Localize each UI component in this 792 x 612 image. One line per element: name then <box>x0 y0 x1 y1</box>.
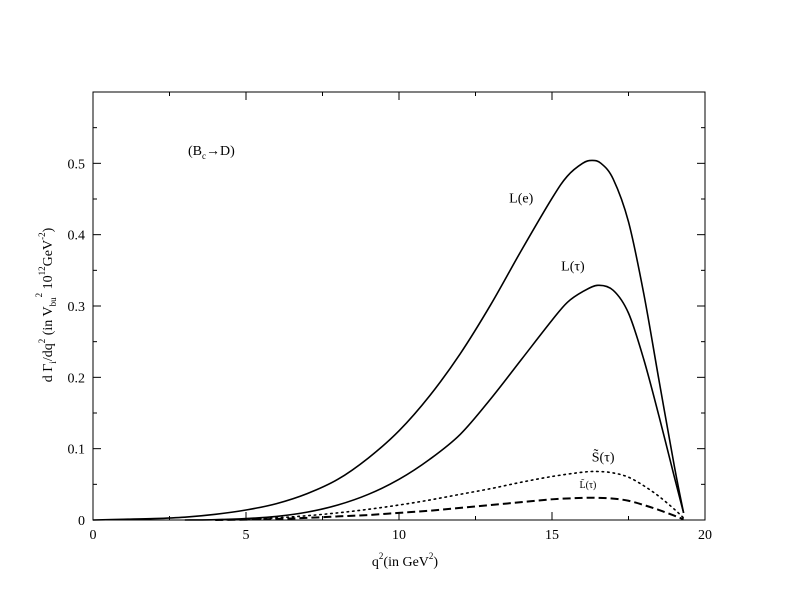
y-axis-title-p5: GeV <box>41 240 56 266</box>
y-axis-title-sup1: 2 <box>37 339 47 344</box>
series-label-1: L(τ) <box>561 259 585 274</box>
x-axis-title: q2(in GeV2) <box>372 551 439 570</box>
series-line-0 <box>92 159 685 521</box>
y-tick-label: 0.4 <box>68 229 86 244</box>
y-axis-title-p3: (in V <box>41 306 56 338</box>
x-tick-labels: 0 5 10 15 20 <box>90 528 713 543</box>
process-label-close: D) <box>220 144 235 159</box>
y-axis-title-sub1: i <box>48 361 58 364</box>
y-axis-title-p1: d Γ <box>41 364 56 383</box>
process-label: (Bc→D) <box>188 144 235 161</box>
y-tick-label: 0.2 <box>68 371 86 386</box>
series-line-1 <box>184 284 685 521</box>
series-label-2: S̃(τ) <box>592 449 615 466</box>
y-tick-labels: 0 0.1 0.2 0.3 0.4 0.5 <box>68 157 86 529</box>
annotations: L(e) L(τ) S̃(τ) L̃(τ) <box>509 192 615 491</box>
y-axis-title-sup4: -2 <box>37 232 47 240</box>
process-label-sub: c <box>202 151 206 161</box>
y-tick-label: 0.1 <box>68 443 86 458</box>
x-tick-label: 5 <box>243 528 250 543</box>
process-label-arrow: → <box>206 144 220 159</box>
series-label-3: L̃(τ) <box>580 478 597 491</box>
series-group <box>92 159 685 521</box>
axis-ticks <box>92 92 706 521</box>
x-tick-label: 10 <box>392 528 406 543</box>
y-tick-label: 0.5 <box>68 157 86 172</box>
x-axis-title-base: q <box>372 555 379 570</box>
x-tick-label: 0 <box>90 528 97 543</box>
y-axis-title-sup2: 2 <box>34 293 44 298</box>
process-label-open: (B <box>188 144 202 159</box>
series-label-0: L(e) <box>509 192 533 207</box>
y-axis-title-p4: 10 <box>41 275 56 293</box>
series-line-2 <box>214 470 685 521</box>
series-line-3 <box>215 496 684 521</box>
x-tick-label: 20 <box>698 528 712 543</box>
y-axis-title-sup3: 12 <box>37 266 47 275</box>
x-axis-title-sup2: 2 <box>429 551 434 561</box>
y-tick-label: 0 <box>78 514 85 529</box>
x-axis-title-sup1: 2 <box>379 551 384 561</box>
x-tick-label: 15 <box>545 528 559 543</box>
x-axis-title-end: ) <box>433 555 438 570</box>
y-tick-label: 0.3 <box>68 300 86 315</box>
y-axis-title: d Γi/dq2 (in Vbu2 1012GeV-2) <box>34 227 58 382</box>
x-axis-title-mid: (in GeV <box>383 555 429 570</box>
y-axis-title-sub2: bu <box>48 297 58 307</box>
y-axis-title-p6: ) <box>41 227 56 232</box>
y-axis-title-p2: /dq <box>41 343 56 361</box>
